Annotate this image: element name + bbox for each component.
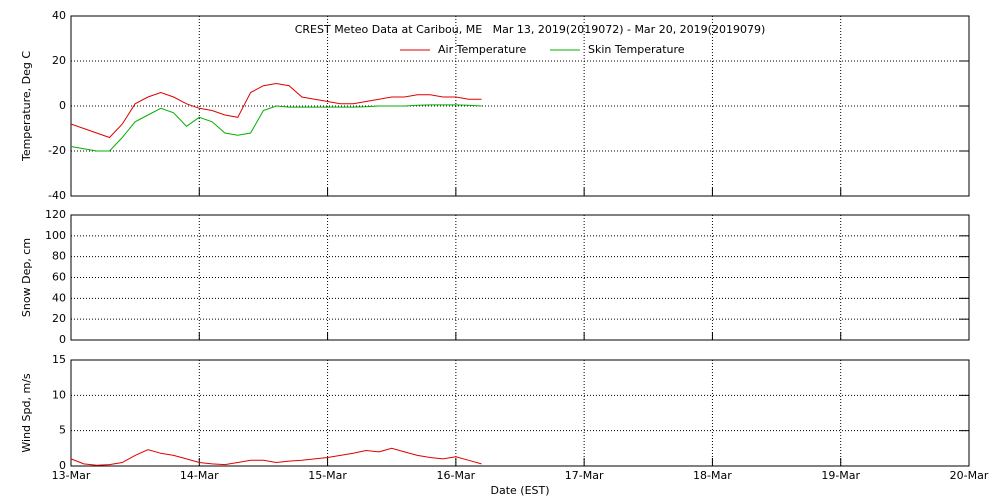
y-tick-label: 0: [59, 99, 66, 112]
x-tick-label: 19-Mar: [821, 469, 860, 482]
plot-frame: [70, 214, 970, 341]
y-axis-label: Snow Dep, cm: [20, 238, 33, 317]
y-tick-label: 60: [52, 271, 66, 284]
y-tick-label: 120: [45, 208, 66, 221]
y-tick-label: 40: [52, 9, 66, 22]
y-tick-label: 40: [52, 291, 66, 304]
y-tick-label: 5: [59, 424, 66, 437]
y-tick-label: 0: [59, 333, 66, 346]
y-tick-label: -20: [48, 144, 66, 157]
y-tick-label: -40: [48, 189, 66, 202]
legend-label: Skin Temperature: [588, 43, 685, 56]
x-tick-label: 13-Mar: [52, 469, 91, 482]
y-tick-label: 20: [52, 54, 66, 67]
data-line: [70, 104, 482, 152]
y-tick-label: 20: [52, 312, 66, 325]
x-tick-label: 18-Mar: [693, 469, 732, 482]
x-axis-label: Date (EST): [490, 484, 549, 497]
x-tick-label: 16-Mar: [436, 469, 475, 482]
y-axis-label: Temperature, Deg C: [20, 51, 33, 162]
y-tick-label: 15: [52, 353, 66, 366]
y-tick-label: 10: [52, 388, 66, 401]
x-tick-label: 14-Mar: [180, 469, 219, 482]
x-tick-label: 20-Mar: [950, 469, 989, 482]
y-axis-label: Wind Spd, m/s: [20, 373, 33, 453]
y-tick-label: 100: [45, 229, 66, 242]
chart-title: CREST Meteo Data at Caribou, ME Mar 13, …: [295, 23, 766, 36]
data-line: [70, 447, 482, 466]
y-tick-label: 0: [59, 459, 66, 472]
x-tick-label: 15-Mar: [308, 469, 347, 482]
x-tick-label: 17-Mar: [565, 469, 604, 482]
data-line: [70, 82, 482, 139]
y-tick-label: 80: [52, 250, 66, 263]
legend-label: Air Temperature: [438, 43, 527, 56]
plot-frame: [70, 359, 970, 467]
